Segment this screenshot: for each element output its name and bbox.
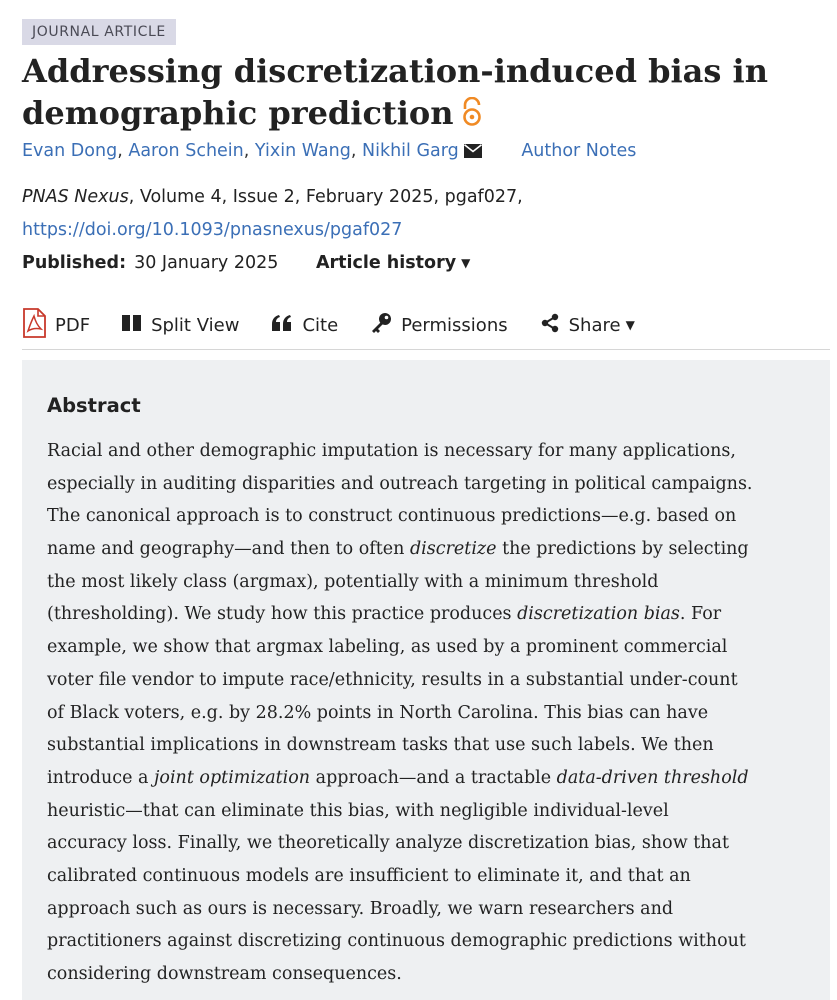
open-access-icon bbox=[461, 95, 483, 137]
author-separator: , bbox=[243, 141, 250, 161]
abstract-text-run: especially in auditing disparities and o… bbox=[47, 473, 753, 494]
doi-link[interactable]: https://doi.org/10.1093/pnasnexus/pgaf02… bbox=[22, 220, 403, 240]
permissions-button[interactable]: Permissions bbox=[370, 312, 508, 339]
abstract-line: of Black voters, e.g. by 28.2% points in… bbox=[47, 697, 817, 730]
cite-button[interactable]: Cite bbox=[271, 314, 338, 337]
abstract-text-run: calibrated continuous models are insuffi… bbox=[47, 865, 691, 886]
abstract-text-run: name and geography—and then to often bbox=[47, 539, 410, 560]
abstract-text-run: practitioners against discretizing conti… bbox=[47, 931, 746, 952]
citation-line: PNAS Nexus, Volume 4, Issue 2, February … bbox=[22, 186, 523, 208]
split-view-label: Split View bbox=[151, 314, 240, 336]
abstract-line: substantial implications in downstream t… bbox=[47, 729, 817, 762]
article-history-label: Article history bbox=[315, 253, 457, 273]
mail-icon[interactable] bbox=[463, 142, 482, 164]
pdf-icon bbox=[22, 307, 55, 343]
chevron-down-icon: ▼ bbox=[461, 256, 471, 270]
abstract-text-run: (thresholding). We study how this practi… bbox=[47, 604, 518, 625]
author-link[interactable]: Nikhil Garg bbox=[362, 141, 459, 161]
abstract-line: (thresholding). We study how this practi… bbox=[47, 598, 817, 631]
abstract-line: example, we show that argmax labeling, a… bbox=[47, 631, 817, 664]
abstract-text-run: of Black voters, e.g. by 28.2% points in… bbox=[47, 702, 709, 723]
abstract-text-run: example, we show that argmax labeling, a… bbox=[47, 637, 728, 658]
published-date: 30 January 2025 bbox=[134, 253, 279, 273]
abstract-line: calibrated continuous models are insuffi… bbox=[47, 860, 817, 893]
abstract-body: Racial and other demographic imputation … bbox=[47, 435, 817, 991]
abstract-line: voter file vendor to impute race/ethnici… bbox=[47, 664, 817, 697]
article-history-toggle[interactable]: Article history ▼ bbox=[316, 253, 470, 273]
chevron-down-icon: ▼ bbox=[625, 318, 635, 332]
abstract-text-run: The canonical approach is to construct c… bbox=[47, 506, 737, 527]
abstract-line: accuracy loss. Finally, we theoretically… bbox=[47, 827, 817, 860]
pdf-button[interactable]: PDF bbox=[22, 307, 91, 343]
author-link[interactable]: Aaron Schein bbox=[128, 141, 244, 161]
abstract-text-run: voter file vendor to impute race/ethnici… bbox=[47, 669, 738, 690]
journal-name: PNAS Nexus bbox=[22, 187, 129, 207]
share-label: Share bbox=[568, 314, 621, 336]
share-button[interactable]: Share ▼ bbox=[540, 313, 635, 338]
published-label: Published: bbox=[22, 253, 127, 273]
share-icon bbox=[540, 313, 569, 338]
publication-info: Published: 30 January 2025 Article histor… bbox=[22, 252, 470, 274]
abstract-text-run: the predictions by selecting bbox=[496, 539, 749, 560]
author-link[interactable]: Evan Dong bbox=[22, 141, 118, 161]
abstract-line: approach such as ours is necessary. Broa… bbox=[47, 893, 817, 926]
abstract-line: The canonical approach is to construct c… bbox=[47, 500, 817, 533]
abstract-text-run: considering downstream consequences. bbox=[47, 964, 402, 984]
abstract-line: practitioners against discretizing conti… bbox=[47, 925, 817, 958]
permissions-label: Permissions bbox=[401, 314, 508, 336]
abstract-line: name and geography—and then to often dis… bbox=[47, 533, 817, 566]
abstract-text-run: accuracy loss. Finally, we theoretically… bbox=[47, 833, 730, 854]
author-notes-link[interactable]: Author Notes bbox=[521, 141, 637, 161]
abstract-section: Abstract Racial and other demographic im… bbox=[22, 360, 830, 1000]
citation-details: , Volume 4, Issue 2, February 2025, pgaf… bbox=[128, 187, 523, 207]
abstract-text-run: approach—and a tractable bbox=[310, 767, 557, 788]
author-separator: , bbox=[350, 141, 357, 161]
abstract-emphasis: data-driven threshold bbox=[556, 767, 749, 788]
abstract-line: heuristic—that can eliminate this bias, … bbox=[47, 795, 817, 828]
toolbar-divider bbox=[22, 349, 830, 350]
abstract-text-run: substantial implications in downstream t… bbox=[47, 735, 714, 756]
abstract-text-run: Racial and other demographic imputation … bbox=[47, 441, 736, 461]
abstract-line: Racial and other demographic imputation … bbox=[47, 435, 817, 468]
article-toolbar: PDF Split View Cite Permissions bbox=[22, 307, 667, 343]
split-view-icon bbox=[122, 314, 151, 337]
abstract-emphasis: joint optimization bbox=[154, 767, 311, 788]
cite-label: Cite bbox=[302, 314, 339, 336]
abstract-line: especially in auditing disparities and o… bbox=[47, 468, 817, 501]
abstract-text-run: the most likely class (argmax), potentia… bbox=[47, 571, 659, 592]
key-icon bbox=[370, 312, 401, 339]
abstract-text-run: . For bbox=[679, 604, 722, 625]
abstract-line: considering downstream consequences. bbox=[47, 958, 817, 991]
author-separator: , bbox=[117, 141, 123, 161]
author-list: Evan Dong, Aaron Schein, Yixin Wang, Nik… bbox=[22, 140, 636, 164]
abstract-heading: Abstract bbox=[47, 394, 141, 417]
abstract-text-run: approach such as ours is necessary. Broa… bbox=[47, 898, 674, 919]
title-line-2: demographic prediction bbox=[22, 94, 454, 132]
pdf-label: PDF bbox=[55, 314, 91, 336]
abstract-line: the most likely class (argmax), potentia… bbox=[47, 566, 817, 599]
abstract-emphasis: discretization bias bbox=[517, 604, 680, 625]
author-link[interactable]: Yixin Wang bbox=[254, 141, 351, 161]
abstract-text-run: introduce a bbox=[47, 767, 154, 788]
article-title: Addressing discretization-induced bias i… bbox=[22, 50, 822, 137]
title-line-1: Addressing discretization-induced bias i… bbox=[22, 52, 768, 90]
split-view-button[interactable]: Split View bbox=[122, 314, 239, 337]
abstract-line: introduce a joint optimization approach—… bbox=[47, 762, 817, 795]
article-type-badge: JOURNAL ARTICLE bbox=[22, 19, 176, 45]
abstract-emphasis: discretize bbox=[409, 539, 497, 560]
abstract-text-run: heuristic—that can eliminate this bias, … bbox=[47, 800, 669, 821]
quote-icon bbox=[271, 314, 302, 337]
